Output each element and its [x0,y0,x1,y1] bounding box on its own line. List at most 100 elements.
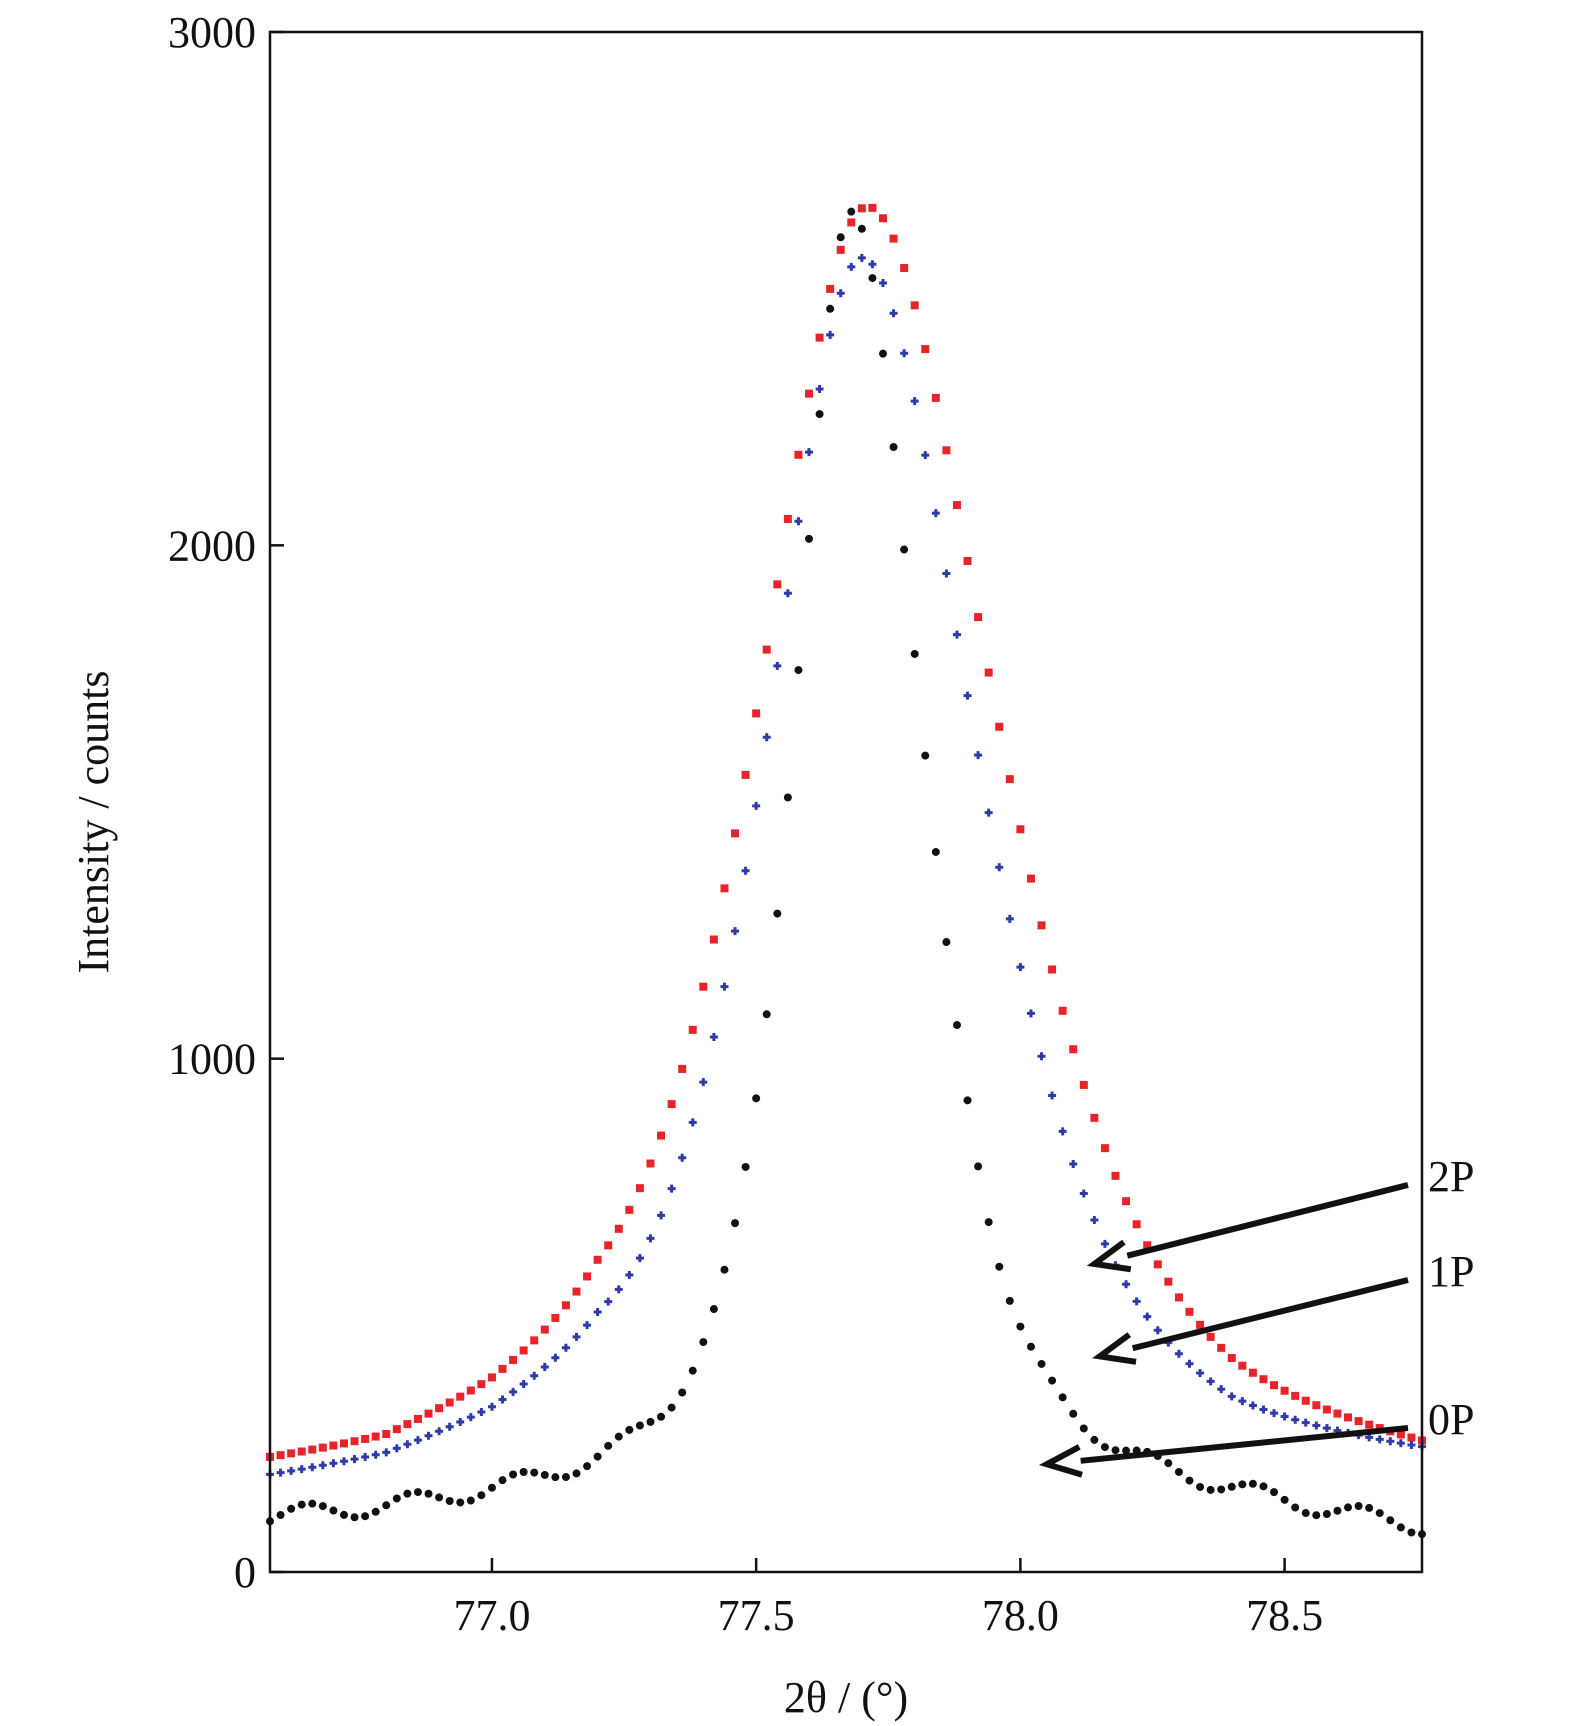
point-2P [350,1437,359,1446]
point-0P [1206,1485,1215,1494]
x-axis-title: 2θ / (°) [784,1673,908,1722]
point-0P [1322,1510,1331,1519]
point-2P [339,1439,348,1448]
point-1P [805,448,814,457]
point-0P [1333,1506,1342,1515]
point-1P [1005,914,1014,923]
point-2P [551,1313,560,1322]
point-0P [445,1496,454,1505]
point-0P [678,1388,687,1397]
point-0P [720,1265,729,1274]
point-0P [593,1452,602,1461]
point-0P [1227,1482,1236,1491]
point-0P [1090,1435,1099,1444]
point-2P [826,284,835,293]
point-0P [1238,1480,1247,1489]
point-0P [1270,1488,1279,1497]
point-0P [509,1470,518,1479]
y-tick-label: 3000 [168,8,256,57]
point-2P [974,613,983,622]
point-2P [1270,1381,1279,1390]
point-1P [593,1308,602,1317]
point-1P [889,309,898,318]
y-tick-label: 1000 [168,1035,256,1084]
point-2P [794,450,803,459]
point-1P [1143,1312,1152,1321]
point-2P [477,1380,486,1389]
plot-frame [268,30,1424,1574]
point-0P [974,1162,983,1171]
point-2P [1396,1430,1405,1439]
point-2P [783,514,792,523]
point-2P [487,1373,496,1382]
point-0P [276,1511,285,1520]
point-0P [1037,1359,1046,1368]
point-0P [699,1338,708,1347]
point-1P [614,1285,623,1294]
series-arrows: 2P 1P 0P [1038,1152,1474,1478]
point-1P [847,262,856,271]
point-0P [1248,1479,1257,1488]
point-2P [815,333,824,342]
point-0P [1375,1509,1384,1518]
point-1P [1058,1127,1067,1136]
point-2P [297,1447,306,1456]
point-0P [741,1162,750,1171]
point-1P [646,1234,655,1243]
point-1P [371,1450,380,1459]
point-1P [995,863,1004,872]
point-2P [1048,965,1057,974]
point-0P [826,304,835,313]
point-2P [287,1449,296,1458]
point-1P [657,1211,666,1220]
point-0P [847,207,856,216]
point-0P [1069,1409,1078,1418]
point-0P [857,224,866,233]
point-2P [361,1434,370,1443]
point-2P [1111,1171,1120,1180]
point-2P [1185,1307,1194,1316]
point-2P [1354,1417,1363,1426]
point-0P [1344,1503,1353,1512]
point-1P [1206,1377,1215,1386]
point-0P [297,1500,306,1509]
point-2P [318,1443,327,1452]
point-1P [1291,1415,1300,1424]
point-1P [1238,1397,1247,1406]
point-2P [678,1064,687,1073]
point-0P [498,1476,507,1485]
point-2P [1248,1368,1257,1377]
point-0P [561,1473,570,1482]
point-1P [688,1118,697,1127]
point-2P [1122,1197,1131,1206]
point-1P [572,1332,581,1341]
point-1P [1270,1409,1279,1418]
point-0P [995,1262,1004,1271]
point-0P [435,1493,444,1502]
point-0P [392,1494,401,1503]
point-1P [551,1353,560,1362]
point-0P [646,1417,655,1426]
point-0P [815,410,824,419]
point-1P [1026,1009,1035,1018]
point-1P [857,253,866,262]
point-0P [1016,1322,1025,1331]
point-0P [942,938,951,947]
point-0P [1111,1446,1120,1455]
point-1P [498,1395,507,1404]
point-1P [1280,1412,1289,1421]
point-1P [942,569,951,578]
point-1P [1407,1440,1416,1449]
point-1P [984,808,993,817]
point-1P [625,1271,634,1280]
point-2P [435,1404,444,1413]
point-2P [1365,1420,1374,1429]
point-1P [339,1457,348,1466]
point-1P [318,1461,327,1470]
point-2P [1069,1045,1078,1054]
point-1P [952,630,961,639]
point-0P [783,793,792,802]
point-0P [466,1496,475,1505]
point-0P [625,1425,634,1434]
series-label-1P: 1P [1428,1247,1474,1296]
